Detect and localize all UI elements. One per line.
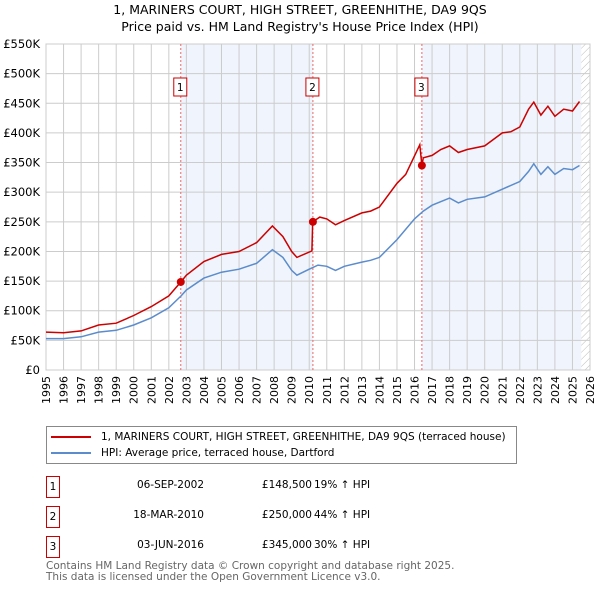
sale-label-box (305, 77, 320, 97)
x-tick-label: 2005 (215, 376, 228, 404)
x-tick-label: 2026 (584, 376, 597, 404)
x-tick-label: 2019 (461, 376, 474, 404)
x-tick-label: 1996 (58, 376, 71, 404)
x-tick-label: 2014 (373, 376, 386, 404)
x-tick-label: 2020 (479, 376, 492, 404)
hpi-line (46, 162, 580, 340)
x-tick-label: 1995 (40, 376, 53, 404)
shaded-period-3 (421, 44, 582, 370)
sale-number: 3 (46, 536, 60, 558)
x-tick-label: 2002 (163, 376, 176, 404)
x-tick-label: 2011 (321, 376, 334, 404)
x-tick-label: 2024 (549, 376, 562, 404)
sale-number: 2 (46, 506, 60, 528)
sale-label-box (173, 77, 188, 97)
y-tick-label: £500K (3, 67, 40, 81)
x-tick-label: 2021 (496, 376, 509, 404)
x-tick-label: 2013 (356, 376, 369, 404)
chart-subtitle: Price paid vs. HM Land Registry's House … (121, 19, 479, 34)
x-tick-label: 2001 (145, 376, 158, 404)
x-tick-label: 2012 (338, 376, 351, 404)
x-tick-label: 2023 (531, 376, 544, 404)
y-tick-label: £0 (25, 363, 40, 377)
y-tick-label: £400K (3, 126, 40, 140)
x-tick-label: 1998 (93, 376, 106, 404)
sale-point (308, 217, 317, 226)
sale-label-number: 1 (177, 82, 184, 94)
x-tick-label: 1999 (110, 376, 123, 404)
x-tick-label: 2025 (566, 376, 579, 404)
sale-price: £250,000 (261, 509, 312, 521)
x-tick-label: 2017 (426, 376, 439, 404)
x-tick-label: 2022 (514, 376, 527, 404)
sale-label-number: 3 (418, 82, 425, 94)
plot-frame (45, 43, 591, 371)
y-tick-label: £450K (3, 96, 40, 110)
sale-price: £148,500 (261, 479, 312, 491)
sale-point (417, 161, 426, 170)
sale-date: 18-MAR-2010 (133, 509, 204, 521)
x-tick-label: 2003 (180, 376, 193, 404)
x-tick-label: 2008 (268, 376, 281, 404)
x-tick-label: 2007 (251, 376, 264, 404)
x-tick-label: 2006 (233, 376, 246, 404)
y-tick-label: £300K (3, 185, 40, 199)
legend: 1, MARINERS COURT, HIGH STREET, GREENHIT… (46, 426, 517, 464)
sale-price: £345,000 (261, 539, 312, 551)
y-tick-label: £250K (3, 215, 40, 229)
sale-hpi: 30% ↑ HPI (314, 539, 371, 551)
footer-licence: This data is licensed under the Open Gov… (46, 571, 381, 583)
sale-hpi: 19% ↑ HPI (314, 479, 371, 491)
sale-point (176, 277, 185, 286)
legend-swatch-hpi (51, 452, 91, 454)
sale-label-box (414, 77, 429, 97)
shaded-period-1 (180, 44, 313, 370)
sale-row: 2 18-MAR-2010 £250,000 44% ↑ HPI (46, 506, 496, 528)
footer-copyright: Contains HM Land Registry data © Crown c… (46, 560, 455, 572)
y-tick-label: £50K (11, 333, 41, 347)
y-tick-label: £100K (3, 304, 40, 318)
sale-label-number: 2 (309, 82, 316, 94)
legend-label-hpi: HPI: Average price, terraced house, Dart… (101, 447, 335, 459)
sale-number: 1 (46, 476, 60, 498)
y-tick-label: £200K (3, 244, 40, 258)
x-tick-label: 2000 (128, 376, 141, 404)
x-tick-label: 2018 (444, 376, 457, 404)
x-tick-label: 2015 (391, 376, 404, 404)
x-tick-label: 1997 (75, 376, 88, 404)
y-tick-label: £350K (3, 156, 40, 170)
legend-label-property: 1, MARINERS COURT, HIGH STREET, GREENHIT… (101, 431, 506, 443)
x-tick-label: 2016 (409, 376, 422, 404)
y-tick-label: £150K (3, 274, 40, 288)
chart-title: 1, MARINERS COURT, HIGH STREET, GREENHIT… (113, 2, 487, 17)
sale-row: 1 06-SEP-2002 £148,500 19% ↑ HPI (46, 476, 496, 498)
sale-row: 3 03-JUN-2016 £345,000 30% ↑ HPI (46, 536, 496, 558)
x-tick-label: 2009 (286, 376, 299, 404)
y-tick-label: £550K (3, 37, 40, 51)
price-chart: 1995 1996 1997 1998 1999 2000 2001 2002 2003 2004… (3, 37, 597, 404)
forecast-hatch (581, 44, 590, 370)
x-tick-label: 2004 (198, 376, 211, 404)
x-tick-label: 2010 (303, 376, 316, 404)
sale-date: 03-JUN-2016 (137, 539, 204, 551)
sale-date: 06-SEP-2002 (136, 479, 204, 491)
legend-swatch-property (51, 436, 91, 438)
sale-hpi: 44% ↑ HPI (314, 509, 371, 521)
